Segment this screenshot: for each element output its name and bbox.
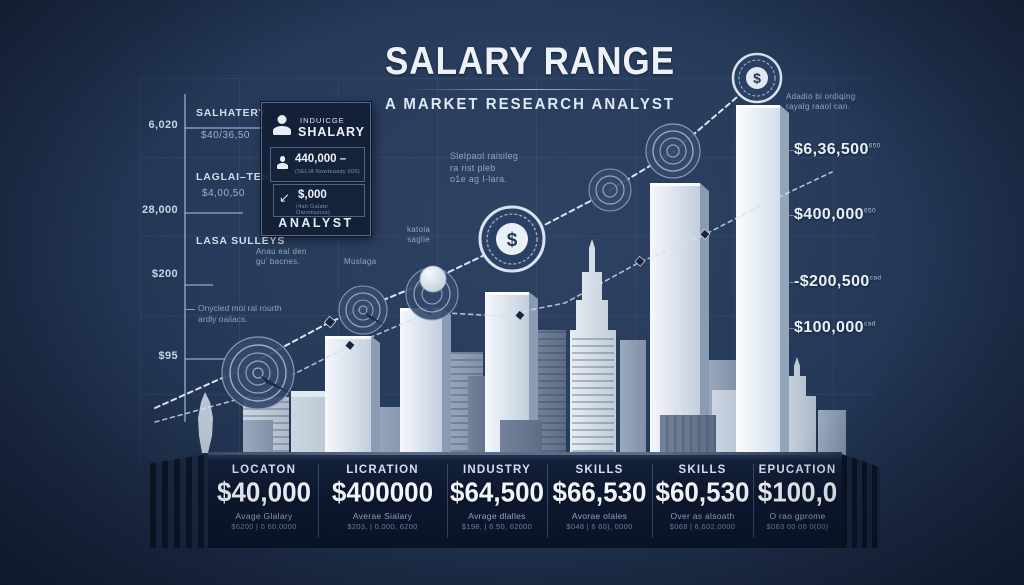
stat-column-location2: LICRATION $400000 Averae Sialary $203, |… (331, 464, 434, 531)
ball-marker-icon (419, 265, 447, 293)
stat-column-education: EPUCATION $100,0 O rao gprome $063 00 06… (757, 464, 838, 531)
pedestal-right-face (842, 454, 880, 548)
column-divider (318, 464, 319, 538)
card-header-line2: SHALARY (298, 125, 365, 139)
arrow-down-left-icon: ↙ (279, 190, 290, 205)
pedestal-left-face (150, 454, 208, 548)
tree-icon (198, 392, 213, 453)
dollar-coin-icon: $ (731, 52, 783, 104)
card-row-salary: 440,000 – (SELIA Nowteaady 606) (270, 147, 365, 182)
stat-column-location: LOCATON $40,000 Avage Glalary $6200 | 0 … (217, 464, 311, 531)
page-subtitle: A MARKET RESEARCH ANALYST (384, 95, 675, 114)
person-icon (272, 115, 292, 135)
spiral-disc-icon (645, 123, 701, 179)
spiral-disc-icon (338, 285, 388, 335)
column-divider (753, 464, 754, 538)
column-divider (547, 464, 548, 538)
salary-info-card: INDUICGE SHALARY 440,000 – (SELIA Nowtea… (261, 102, 371, 236)
stat-column-skills2: SKILLS $60,530 Over as alsoath $068 | 6,… (655, 464, 750, 531)
card-header-line1: INDUICGE (300, 116, 345, 125)
stat-column-skills: SKILLS $66,530 Avorae olales $048 | 6 60… (552, 464, 647, 531)
bar-2 (400, 308, 451, 456)
svg-text:$: $ (753, 70, 761, 86)
card-footer: ANALYST (278, 216, 354, 230)
bar-5 (736, 105, 789, 456)
dollar-coin-icon: $ (478, 205, 546, 273)
stat-column-industry: INDUSTRY $64,500 Avrage dlalles $198, | … (450, 464, 544, 531)
person-icon (276, 156, 289, 169)
svg-text:$: $ (507, 230, 518, 251)
title-divider (405, 89, 655, 90)
column-divider (447, 464, 448, 538)
spiral-disc-icon (221, 336, 295, 410)
column-divider (652, 464, 653, 538)
card-row-amount: ↙ $,000 (4ah Galabr Oarsmszios) (273, 184, 365, 217)
spiral-disc-icon (588, 168, 632, 212)
page-title: SALARY RANGE (384, 40, 676, 83)
title-block: SALARY RANGE A MARKET RESEARCH ANALYST (320, 40, 740, 114)
